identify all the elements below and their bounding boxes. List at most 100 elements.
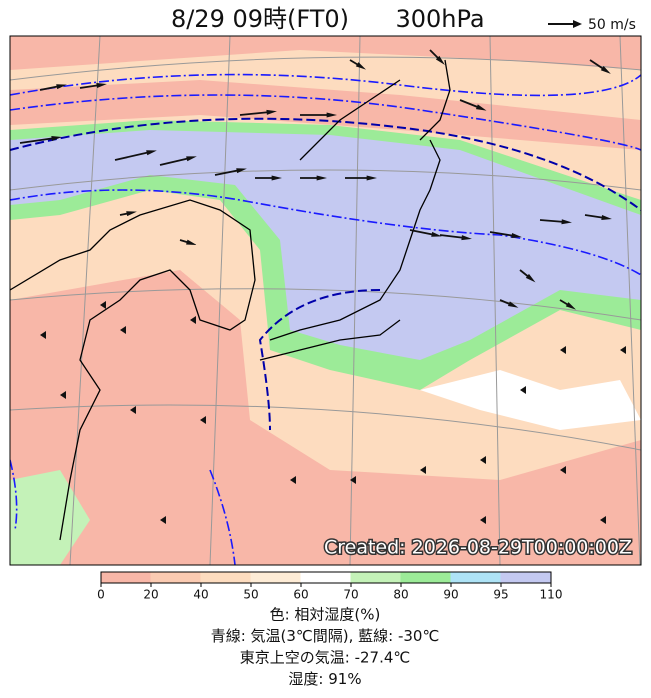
wind-arrow (114, 151, 151, 161)
colorbar-tick-label: 90 (443, 588, 458, 602)
wind-arrow-head (236, 168, 247, 174)
wind-arrow-head (120, 326, 126, 334)
humidity-area (10, 130, 641, 360)
wind-arrow (409, 229, 436, 236)
wind-arrow-head (200, 416, 206, 424)
wind-arrow-head (290, 476, 296, 484)
wind-arrow (159, 157, 191, 166)
title: 8/29 09時(FT0) (171, 5, 349, 33)
wind-arrow-head (620, 346, 626, 354)
colorbar-tick-label: 50 (243, 588, 258, 602)
wind-arrow-head (561, 219, 572, 225)
colorbar-tick-label: 95 (493, 588, 508, 602)
colorbar-segment (150, 571, 202, 584)
wind-vectors (19, 49, 626, 524)
wind-arrow-head (56, 84, 67, 90)
wind-arrow-head (475, 104, 487, 111)
wind-arrow-head (480, 456, 486, 464)
wind-arrow-head (100, 301, 106, 309)
wind-arrow-head (560, 346, 566, 354)
humidity-area (10, 270, 641, 565)
wind-arrow-head (350, 476, 356, 484)
wind-arrow-head (560, 466, 566, 474)
wind-arrow (79, 84, 101, 89)
caption-line: 色: 相対湿度(%) (270, 606, 381, 624)
humidity-area (420, 370, 641, 430)
temperature-contour (10, 73, 641, 565)
wind-arrow-head (601, 215, 612, 220)
wind-arrow-head (190, 316, 196, 324)
coastline (10, 59, 451, 541)
wind-arrow-head (461, 235, 472, 241)
wind-arrow-head (511, 232, 522, 238)
wind-arrow-head (186, 239, 197, 246)
wind-arrow-head (60, 391, 66, 399)
wind-arrow-head (316, 175, 327, 181)
wind-arrow (19, 137, 56, 144)
wind-arrow (489, 231, 516, 237)
colorbar-tick-label: 0 (97, 588, 105, 602)
created-stamp: Created: 2026-08-29T00:00:00Z (324, 537, 632, 559)
wind-arrow-head (600, 516, 606, 524)
wind-arrow-head (326, 112, 337, 118)
wind-arrow-head (51, 135, 62, 141)
colorbar-tick-label: 20 (143, 588, 158, 602)
wind-arrow (439, 234, 466, 239)
colorbar-segment (300, 571, 352, 584)
colorbar-segment (250, 571, 302, 584)
wind-arrow-head (431, 231, 442, 237)
wind-arrow (39, 85, 61, 91)
wind-arrow-head (266, 109, 277, 115)
colorbar-segment (450, 571, 502, 584)
colorbar: 0 20 40 50 60 70 80 90 95 110 (97, 571, 563, 602)
wind-arrow-head (366, 175, 377, 181)
wind-arrow-head (420, 466, 426, 474)
wind-arrow-head (146, 150, 157, 156)
colorbar-tick-label: 70 (343, 588, 358, 602)
legend-arrow-head (573, 20, 582, 28)
colorbar-tick-label: 110 (540, 588, 563, 602)
wind-arrow (239, 111, 271, 116)
map-frame (9, 35, 642, 566)
wind-arrow (539, 219, 566, 223)
colorbar-segment (100, 571, 152, 584)
caption: 色: 相対湿度(%) 青線: 気温(3℃間隔), 藍線: -30℃ 東京上空の気温:… (211, 606, 440, 689)
wind-arrow-head (525, 273, 536, 283)
humidity-area (10, 470, 90, 565)
wind-arrow-head (480, 516, 486, 524)
wind-arrow-head (271, 175, 282, 181)
wind-arrow-head (565, 302, 577, 310)
wind-arrow-head (186, 156, 197, 162)
colorbar-frame (100, 571, 552, 584)
wind-arrow-head (520, 386, 526, 394)
colorbar-segment (200, 571, 252, 584)
wind-arrow-head (40, 331, 46, 339)
wind-arrow (584, 214, 606, 219)
colorbar-tick-label: 60 (293, 588, 308, 602)
colorbar-tick-label: 80 (393, 588, 408, 602)
caption-line: 湿度: 91% (288, 670, 361, 688)
humidity-area (10, 36, 641, 70)
legend-label: 50 m/s (588, 17, 636, 33)
colorbar-segment (400, 571, 452, 584)
wind-arrow-head (600, 66, 611, 74)
minus30-contour (10, 117, 641, 431)
map: Created: 2026-08-29T00:00:00Z (10, 36, 641, 565)
colorbar-tick-label: 40 (193, 588, 208, 602)
wind-arrow (459, 99, 481, 109)
wind-arrow (214, 169, 241, 176)
caption-line: 青線: 気温(3℃間隔), 藍線: -30℃ (211, 627, 440, 645)
level: 300hPa (395, 5, 484, 33)
wind-arrow-head (435, 55, 445, 65)
wind-arrow-head (96, 83, 107, 88)
wind-arrow-head (160, 516, 166, 524)
wind-arrow-head (130, 406, 136, 414)
colorbar-segment (500, 571, 552, 584)
colorbar-segment (350, 571, 402, 584)
wind-arrow-head (507, 301, 519, 308)
wind-arrow-head (126, 211, 137, 217)
caption-line: 東京上空の気温: -27.4℃ (240, 649, 410, 667)
wind-arrow-head (355, 62, 367, 70)
vector-legend: 50 m/s (548, 17, 636, 33)
